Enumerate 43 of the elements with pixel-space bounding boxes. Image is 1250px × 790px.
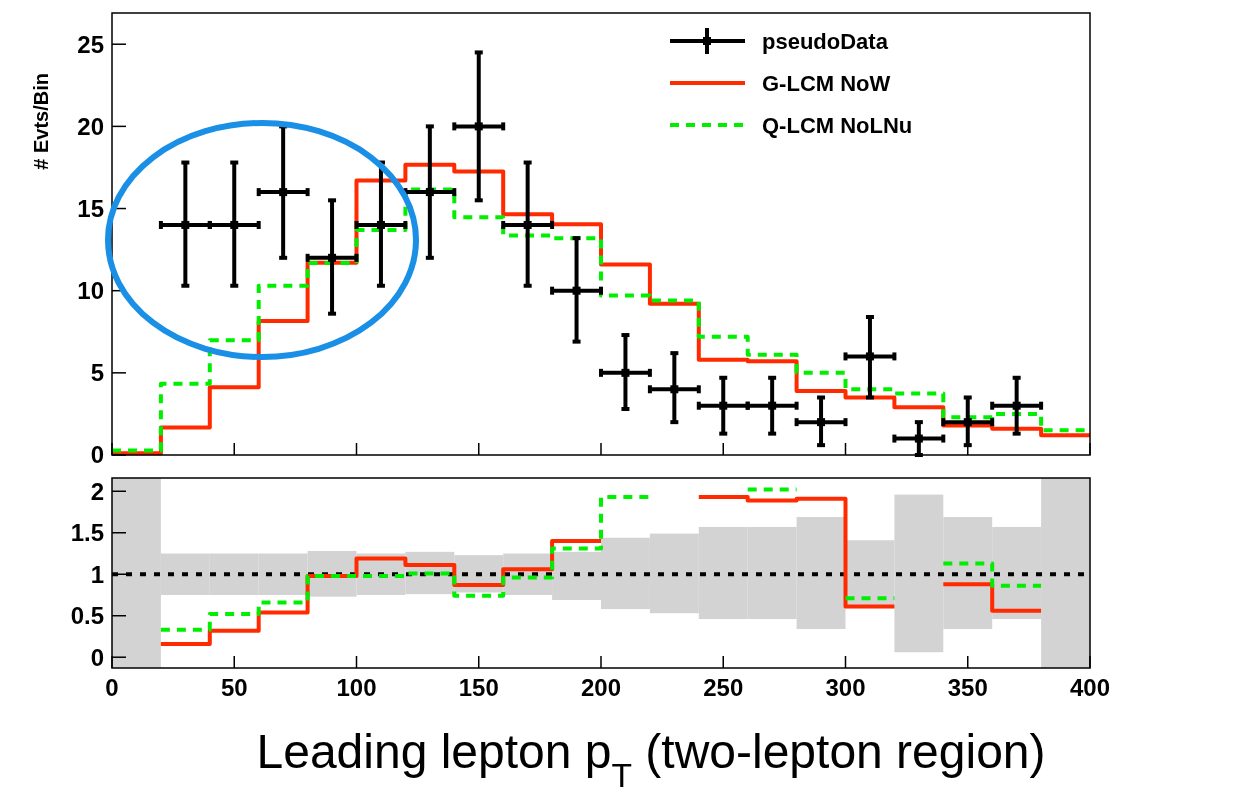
y-tick-label: 0 bbox=[90, 441, 104, 469]
point bbox=[963, 418, 972, 427]
point bbox=[1012, 401, 1021, 410]
point bbox=[621, 368, 630, 377]
x-axis-title: Leading lepton p$_{T}$ (two-lepton region) bbox=[256, 725, 1046, 790]
point bbox=[719, 401, 728, 410]
x-tick-label: 200 bbox=[580, 674, 622, 701]
x-tick-label: 100 bbox=[336, 674, 377, 701]
point bbox=[376, 220, 385, 229]
y-tick-label: 1 bbox=[90, 560, 104, 588]
y-tick-label: 15 bbox=[77, 194, 104, 222]
y-tick-label: 25 bbox=[77, 30, 104, 58]
point bbox=[817, 418, 826, 427]
x-tick-label: 250 bbox=[703, 674, 744, 701]
point bbox=[865, 352, 874, 361]
y-tick-label: 5 bbox=[90, 359, 104, 387]
legend-label: Q-LCM NoLNu bbox=[762, 112, 913, 138]
point bbox=[474, 122, 483, 131]
point bbox=[279, 188, 288, 197]
point bbox=[425, 188, 434, 197]
x-tick-label: 400 bbox=[1069, 674, 1111, 701]
point bbox=[523, 220, 532, 229]
point bbox=[572, 286, 581, 295]
point bbox=[768, 401, 777, 410]
y-tick-label: 2 bbox=[90, 477, 104, 505]
legend-label: G-LCM NoW bbox=[762, 70, 891, 96]
x-tick-label: 50 bbox=[220, 674, 248, 701]
x-tick-label: 350 bbox=[947, 674, 988, 701]
x-tick-label: 300 bbox=[825, 674, 866, 701]
line-series bbox=[696, 495, 897, 609]
y-tick-label: 1.5 bbox=[70, 519, 104, 547]
point bbox=[230, 220, 239, 229]
point bbox=[328, 253, 337, 262]
y-tick-label: 20 bbox=[77, 112, 104, 140]
point bbox=[914, 434, 923, 443]
y-tick-label: 10 bbox=[77, 277, 104, 305]
y-tick-label: 0 bbox=[90, 643, 104, 671]
y-axis-title: # Evts/Bin bbox=[30, 73, 52, 170]
y-tick-label: 0.5 bbox=[70, 602, 104, 630]
legend-label: pseudoData bbox=[762, 28, 889, 54]
x-tick-label: 150 bbox=[458, 674, 499, 701]
point bbox=[670, 385, 679, 394]
point bbox=[181, 220, 190, 229]
